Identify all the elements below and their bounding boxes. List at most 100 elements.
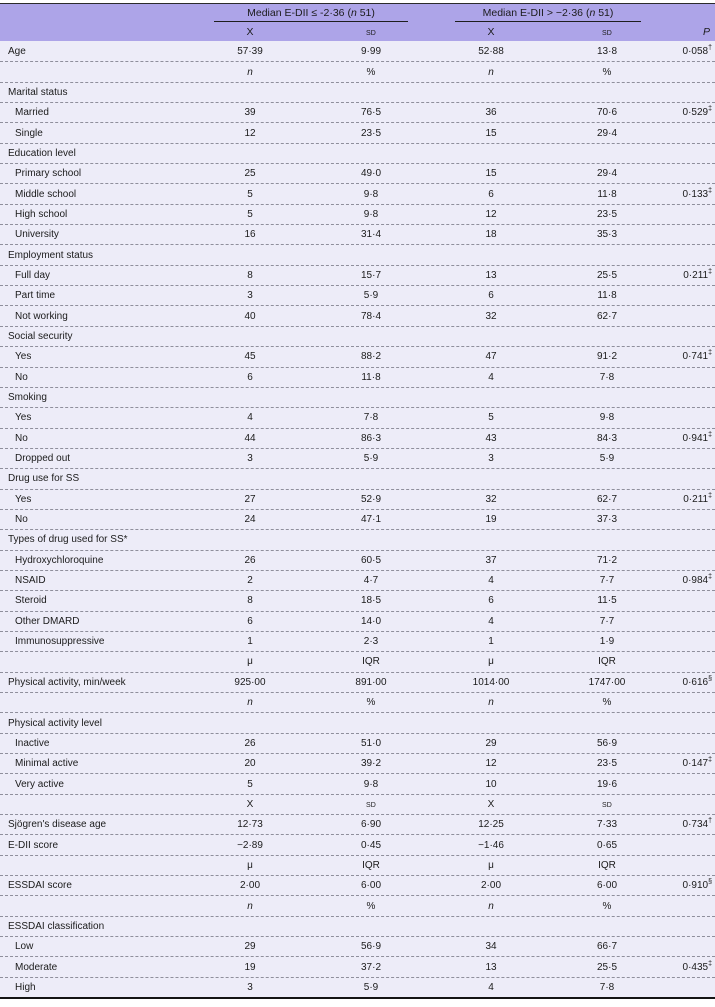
cell-x2: 43 (485, 432, 497, 444)
cell-x2: 18 (485, 229, 497, 241)
row-label: Yes (15, 493, 32, 505)
cell-x1: 6 (247, 371, 253, 383)
cell-p-value: 0·734† (664, 818, 715, 831)
row-label: Other DMARD (15, 615, 80, 627)
cell-x2: 13 (485, 961, 497, 973)
p-footnote-marker: ‡ (708, 431, 712, 439)
table-row: Yes 4 7·8 5 9·8 (0, 407, 715, 427)
cell-sd1: 51·0 (360, 737, 381, 749)
table-row: Not working 40 78·4 32 62·7 (0, 305, 715, 325)
row-label: E-DII score (8, 839, 59, 851)
p-value: 0·734 (682, 819, 709, 831)
row-label: Very active (15, 778, 64, 790)
table-row: Immunosuppressive 1 2·3 1 1·9 (0, 630, 715, 651)
cell-x1: n (247, 66, 253, 78)
cell-x2: 32 (485, 310, 497, 322)
cell-x1: 20 (244, 758, 256, 770)
row-label: Sjögren's disease age (8, 819, 107, 831)
cell-sd2: 11·5 (597, 595, 617, 607)
cell-sd1: 31·4 (360, 229, 381, 241)
group1-n-symbol: n (350, 7, 357, 19)
table-row: Primary school 25 49·0 15 29·4 (0, 163, 715, 183)
cell-sd1: 78·4 (360, 310, 381, 322)
cell-p-value: 0·529‡ (664, 105, 715, 118)
cell-sd2: 11·8 (597, 290, 617, 302)
cell-sd2: 11·8 (597, 188, 617, 200)
cell-x1: 45 (244, 351, 256, 363)
row-label: High (15, 981, 36, 993)
cell-sd1: 7·8 (363, 412, 379, 424)
col-header-x1: X (246, 25, 254, 38)
cell-sd2: 7·8 (599, 371, 615, 383)
p-value: 0·211 (683, 269, 709, 281)
p-value: 0·910 (682, 880, 709, 892)
section-header-row: Drug use for SS (0, 468, 715, 488)
cell-x2: 34 (485, 941, 497, 953)
row-label: Inactive (15, 737, 50, 749)
cell-x2: 47 (485, 351, 497, 363)
cell-sd2: 7·8 (599, 981, 615, 993)
cell-x2: 13 (485, 269, 497, 281)
cell-x1: 3 (247, 290, 253, 302)
row-label: Single (15, 127, 43, 139)
table-row: NSAID 2 4·7 4 7·7 0·984‡ (0, 569, 715, 590)
section-header-row: ESSDAI classification (0, 915, 715, 936)
unit-subheader-row: n% n% (0, 895, 715, 915)
cell-sd1: 5·9 (363, 981, 379, 993)
table-row: Single 12 23·5 15 29·4 (0, 122, 715, 142)
cell-x2: 4 (488, 371, 494, 383)
cell-p-value: 0·133‡ (664, 187, 715, 199)
group2-text: Median E-DII > −2·36 (482, 7, 586, 19)
cell-sd2: 0·65 (596, 839, 617, 851)
unit-subheader-row: n% n% (0, 61, 715, 81)
cell-sd2: 62·7 (596, 493, 617, 505)
cell-p-value: 0·616§ (664, 676, 715, 688)
cell-x1: 2·00 (239, 880, 260, 892)
group2-header-label: Median E-DII > −2·36 (n 51) (455, 7, 641, 22)
cell-x2: 36 (485, 107, 497, 119)
table-row: High school 5 9·8 12 23·5 (0, 203, 715, 224)
table-row: Very active 5 9·8 10 19·6 (0, 773, 715, 793)
p-value: 0·941 (682, 432, 709, 444)
cell-sd2: 5·9 (599, 453, 615, 465)
table-row: Married 39 76·5 36 70·6 0·529‡ (0, 102, 715, 122)
cell-x1: 29 (244, 941, 256, 953)
p-footnote-marker: ‡ (708, 105, 712, 113)
table-header-band: Median E-DII ≤ -2·36 (n 51) Median E-DII… (0, 3, 715, 41)
cell-x1: 925·00 (234, 676, 266, 688)
p-value: 0·147 (682, 758, 709, 770)
row-label: University (15, 229, 59, 241)
cell-sd2: 1·9 (599, 636, 615, 648)
cell-p-value: 0·147‡ (664, 757, 715, 770)
cell-sd1: 9·8 (363, 778, 379, 790)
table-row: Middle school 5 9·8 6 11·8 0·133‡ (0, 183, 715, 203)
table-row: University 16 31·4 18 35·3 (0, 224, 715, 244)
section-label: Smoking (8, 392, 47, 404)
cell-x2: 32 (485, 493, 497, 505)
cell-x2: 4 (488, 575, 494, 587)
table-row: Minimal active 20 39·2 12 23·5 0·147‡ (0, 753, 715, 773)
row-label: Age (8, 45, 26, 57)
cell-x1: 3 (247, 981, 253, 993)
col-header-x2: X (487, 25, 495, 38)
cell-sd2: 9·8 (599, 412, 615, 424)
row-label: Not working (15, 310, 68, 322)
cell-p-value: 0·941‡ (664, 431, 715, 444)
cell-x1: 2 (247, 575, 253, 587)
cell-sd2: 29·4 (596, 127, 617, 139)
cell-sd2: 62·7 (596, 310, 617, 322)
cell-x2: −1·46 (478, 839, 504, 851)
cell-x2: 52·88 (478, 45, 504, 57)
cell-x1: X (246, 798, 254, 810)
row-label: Middle school (15, 188, 77, 200)
p-value: 0·435 (682, 961, 709, 973)
cell-x1: 5 (247, 208, 253, 220)
cell-x2: 6 (488, 595, 494, 607)
cell-x2: 6 (488, 188, 494, 200)
section-label: Physical activity level (8, 717, 102, 729)
section-header-row: Education level (0, 142, 715, 163)
cell-x1: 26 (244, 737, 256, 749)
group1-header-label: Median E-DII ≤ -2·36 (n 51) (214, 7, 408, 22)
cell-x2: 12·25 (478, 819, 504, 831)
